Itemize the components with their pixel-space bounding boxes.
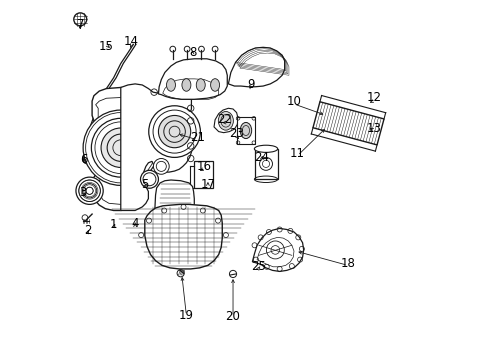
Polygon shape — [228, 47, 284, 87]
Text: 5: 5 — [141, 178, 148, 191]
Polygon shape — [155, 180, 194, 224]
Polygon shape — [312, 102, 383, 145]
Polygon shape — [158, 59, 227, 99]
Polygon shape — [214, 108, 238, 133]
Text: 17: 17 — [200, 178, 215, 191]
Polygon shape — [236, 117, 255, 144]
Text: 4: 4 — [131, 217, 139, 230]
Text: 20: 20 — [225, 310, 240, 324]
Circle shape — [158, 116, 190, 148]
Text: 14: 14 — [124, 35, 139, 49]
Circle shape — [76, 177, 103, 204]
Polygon shape — [254, 149, 277, 179]
Circle shape — [101, 128, 140, 167]
Ellipse shape — [166, 79, 175, 91]
Text: 13: 13 — [366, 122, 381, 135]
Ellipse shape — [240, 122, 251, 139]
Text: 24: 24 — [254, 151, 269, 164]
Text: 25: 25 — [250, 260, 265, 273]
Text: 19: 19 — [179, 309, 194, 322]
Text: 6: 6 — [80, 153, 87, 166]
Text: 23: 23 — [229, 127, 244, 140]
Circle shape — [140, 170, 158, 188]
Text: 9: 9 — [247, 78, 254, 91]
Text: 15: 15 — [99, 40, 114, 53]
Text: 22: 22 — [217, 113, 232, 126]
Polygon shape — [252, 228, 303, 271]
Text: 16: 16 — [197, 160, 211, 173]
Text: 12: 12 — [366, 91, 381, 104]
Polygon shape — [89, 87, 148, 211]
Ellipse shape — [196, 79, 205, 91]
Ellipse shape — [210, 79, 219, 91]
Text: 8: 8 — [188, 46, 196, 59]
Polygon shape — [121, 84, 192, 211]
Polygon shape — [193, 161, 213, 188]
Text: 18: 18 — [340, 257, 354, 270]
Polygon shape — [144, 204, 222, 269]
Circle shape — [83, 110, 158, 185]
Text: 2: 2 — [83, 224, 91, 238]
Ellipse shape — [254, 145, 277, 152]
Circle shape — [148, 106, 200, 157]
Text: 1: 1 — [110, 218, 117, 231]
Ellipse shape — [182, 79, 190, 91]
Text: 3: 3 — [79, 186, 86, 199]
Text: 11: 11 — [289, 147, 305, 159]
Circle shape — [153, 158, 169, 174]
Ellipse shape — [218, 112, 233, 130]
Text: 7: 7 — [76, 18, 84, 31]
Text: 10: 10 — [286, 95, 301, 108]
Text: 21: 21 — [189, 131, 204, 144]
